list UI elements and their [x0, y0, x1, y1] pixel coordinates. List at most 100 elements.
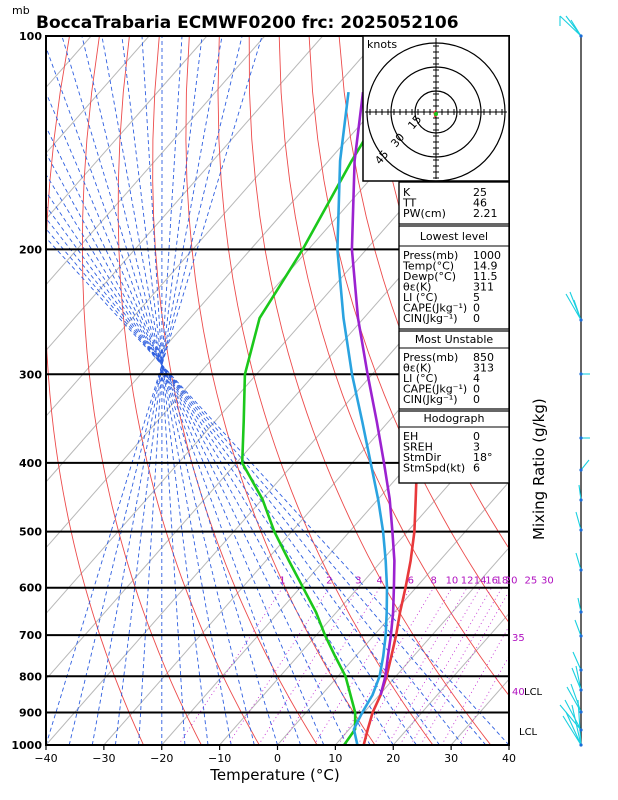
- wind-barb-dot: [579, 743, 583, 747]
- mixing-ratio-label: 2: [326, 576, 332, 587]
- pressure-tick-label: 700: [19, 629, 42, 642]
- wind-barb: [580, 459, 590, 471]
- stats-value: 46: [473, 197, 487, 210]
- moist-adiabat: [61, 36, 278, 745]
- stats-value: 850: [473, 351, 494, 364]
- stats-key: CIN(Jkg⁻¹): [403, 393, 458, 406]
- wind-barb: [571, 665, 582, 691]
- mixing-ratio-label: 12: [461, 576, 474, 587]
- moist-adiabat: [114, 36, 203, 745]
- stats-value: 3: [473, 441, 480, 454]
- isotherm: [219, 415, 509, 745]
- moist-adiabat: [141, 36, 186, 745]
- x-tick-label: 0: [274, 752, 281, 765]
- chart-title: BoccaTrabaria ECMWF0200 frc: 2025052106: [36, 13, 459, 33]
- wind-barb: [559, 15, 582, 37]
- dry-adiabat: [579, 36, 618, 745]
- stats-value: 25: [473, 186, 487, 199]
- wind-barb: [559, 699, 582, 731]
- moist-adiabat: [138, 36, 183, 745]
- pressure-tick-label: 800: [19, 670, 42, 683]
- pressure-tick-label: 900: [19, 707, 42, 720]
- wind-barb-dot: [579, 688, 583, 692]
- dry-adiabat: [609, 36, 618, 745]
- stats-key: Dewp(°C): [403, 270, 456, 283]
- stats-value: 2.21: [473, 207, 498, 220]
- moist-adiabat: [46, 217, 464, 745]
- mixing-ratio-line: [373, 587, 468, 745]
- stats-value: 313: [473, 362, 494, 375]
- stats-key: θε(K): [403, 362, 431, 375]
- moist-adiabat: [46, 228, 487, 745]
- mixing-ratio-label: 20: [505, 576, 518, 587]
- x-tick-label: 40: [502, 752, 516, 765]
- stats-key: Press(mb): [403, 249, 458, 262]
- mixing-ratio-label: 4: [376, 576, 382, 587]
- stats-key: LI (°C): [403, 291, 438, 304]
- isotherm: [277, 481, 509, 745]
- mixing-ratio-label: 18: [495, 576, 508, 587]
- wind-barb-dot: [579, 728, 583, 732]
- stats-value: 11.5: [473, 270, 498, 283]
- isotherm: [46, 218, 509, 745]
- wind-barb-dot: [579, 528, 583, 532]
- pressure-tick-label: 200: [19, 243, 42, 256]
- stats-value: 18°: [473, 451, 493, 464]
- pressure-axis: 100 200 300 400 500 600 700 800 900 1000: [11, 30, 42, 752]
- x-tick-label: −10: [208, 752, 231, 765]
- mixing-ratio-label: 14: [474, 576, 487, 587]
- mixing-ratio-label: 3: [355, 576, 361, 587]
- stats-box-unstable: [398, 330, 510, 410]
- wind-barb: [565, 291, 582, 321]
- moist-adiabat: [68, 36, 243, 745]
- wind-barb-dot: [579, 468, 583, 472]
- stats-box-indices: [398, 181, 510, 225]
- wind-barb-dot: [579, 318, 583, 322]
- stats-value: 0: [473, 302, 480, 315]
- stats-value: 4: [473, 372, 480, 385]
- stats-box-hodograph: [398, 410, 510, 484]
- dry-adiabat: [152, 36, 318, 745]
- stats-key: CAPE(Jkg⁻¹): [403, 383, 467, 396]
- stats-value: 14.9: [473, 260, 498, 273]
- wind-barb-dot: [579, 498, 583, 502]
- mixing-ratio-line: [313, 587, 412, 745]
- mixing-ratio-label: 16: [485, 576, 498, 587]
- x-axis-label: Temperature (°C): [209, 766, 339, 784]
- wind-barb-dot: [579, 34, 583, 38]
- stats-key: K: [403, 186, 411, 199]
- background-grid: [46, 36, 618, 745]
- stats-key: LI (°C): [403, 372, 438, 385]
- pressure-tick-label: 1000: [11, 739, 42, 752]
- wind-barb: [562, 699, 582, 746]
- stats-value: 0: [473, 393, 480, 406]
- hodograph: knots 15 30 45: [362, 35, 510, 182]
- dry-adiabat: [185, 36, 376, 745]
- wind-barb-dot: [579, 634, 583, 638]
- wind-barb: [575, 552, 582, 571]
- stats-value: 1000: [473, 249, 501, 262]
- pressure-tick-label: 100: [19, 30, 42, 43]
- dry-adiabat: [217, 36, 434, 745]
- x-tick-label: −20: [150, 752, 173, 765]
- stats-value: 0: [473, 430, 480, 443]
- stats-key: StmDir: [403, 451, 442, 464]
- isotherm: [46, 36, 381, 417]
- mixing-ratio-line: [357, 587, 453, 745]
- mixing-ratio-label: 25: [525, 576, 538, 587]
- wind-barb: [574, 619, 582, 637]
- units-mb-label: mb: [12, 4, 30, 17]
- wind-barb: [577, 597, 582, 613]
- stats-value: 6: [473, 462, 480, 475]
- stats-value: 5: [473, 291, 480, 304]
- stats-lowest-header: Lowest level: [420, 230, 488, 243]
- temperature-axis: −40 −30 −20 −10 0 10 20 30 40: [34, 745, 516, 765]
- wind-barbs: [559, 15, 590, 747]
- moist-adiabat: [46, 152, 371, 745]
- x-tick-label: −40: [34, 752, 57, 765]
- pressure-tick-label: 300: [19, 368, 42, 381]
- wind-barb: [566, 683, 582, 713]
- mixing-ratio-line: [387, 587, 481, 745]
- mixing-label-40: 40: [512, 687, 525, 698]
- moist-adiabat: [46, 205, 440, 745]
